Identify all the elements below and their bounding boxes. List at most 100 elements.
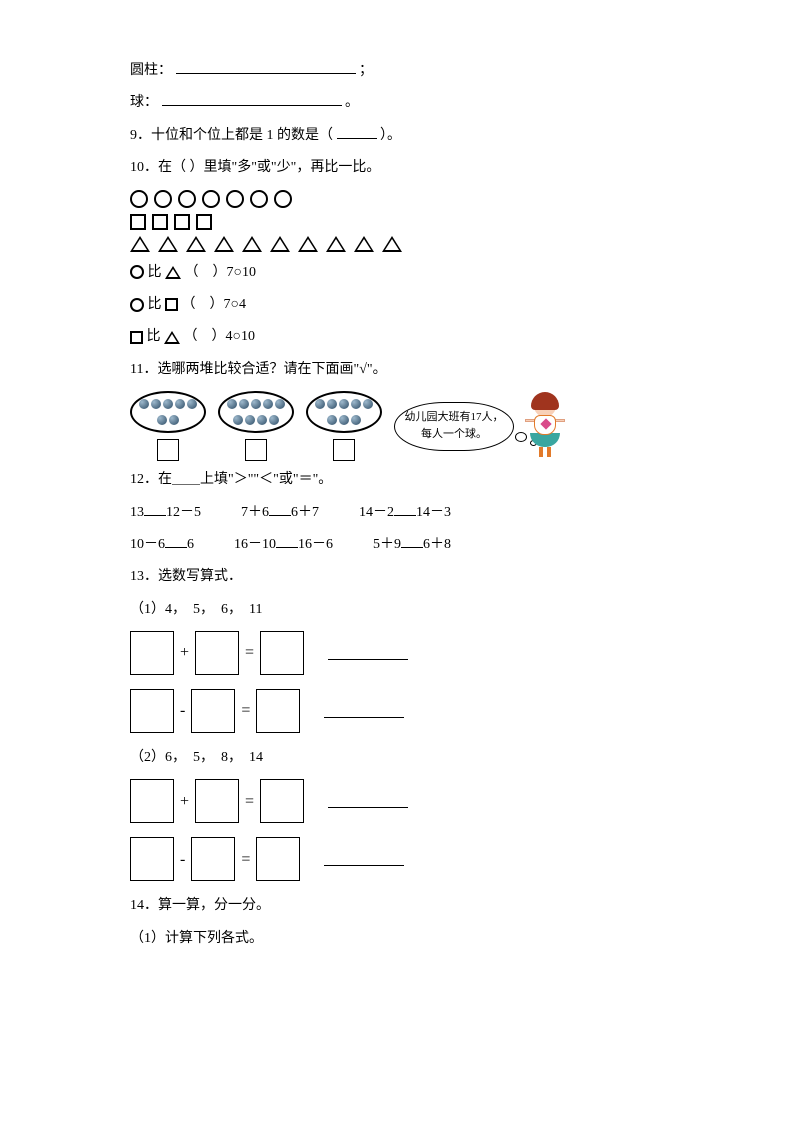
girl-hair bbox=[531, 392, 559, 410]
q13-1-minus: - = bbox=[130, 689, 664, 733]
q10-comp1: 比 （ ）7○10 bbox=[130, 262, 664, 284]
pile-2 bbox=[218, 391, 294, 461]
minus-icon: - bbox=[180, 847, 185, 873]
q12-r1-a2: 12－5 bbox=[166, 505, 201, 520]
q10-comp3: 比 （ ）4○10 bbox=[130, 326, 664, 348]
square-icon bbox=[174, 214, 190, 230]
triangle-icon bbox=[326, 236, 346, 252]
pile-1-checkbox[interactable] bbox=[157, 439, 179, 461]
q12-r2-a: 10－6 6 bbox=[130, 534, 194, 556]
q13-2-plus: + = bbox=[130, 779, 664, 823]
answer-line[interactable] bbox=[324, 852, 404, 866]
pile-1-oval bbox=[130, 391, 206, 433]
bubble-line2: 每人一个球。 bbox=[403, 426, 505, 444]
answer-box[interactable] bbox=[130, 689, 174, 733]
ball-icon bbox=[163, 399, 173, 409]
answer-line[interactable] bbox=[328, 794, 408, 808]
square-icon bbox=[130, 331, 143, 344]
answer-box[interactable] bbox=[260, 779, 304, 823]
bubble-line1: 幼儿园大班有17人， bbox=[403, 409, 505, 427]
q13-1-plus: + = bbox=[130, 631, 664, 675]
q12-row2: 10－66 16－1016－6 5＋96＋8 bbox=[130, 534, 664, 556]
answer-box[interactable] bbox=[130, 779, 174, 823]
ball-icon bbox=[269, 415, 279, 425]
comp3-b: （ ）4○10 bbox=[184, 329, 255, 344]
triangle-icon bbox=[382, 236, 402, 252]
girl-skirt bbox=[530, 433, 560, 447]
answer-line[interactable] bbox=[324, 704, 404, 718]
triangle-icon bbox=[354, 236, 374, 252]
pile-3-oval bbox=[306, 391, 382, 433]
minus-icon: - bbox=[180, 698, 185, 724]
answer-box[interactable] bbox=[191, 837, 235, 881]
q11-title: 11．选哪两堆比较合适？请在下面画"√"。 bbox=[130, 359, 664, 381]
q12-r2-a1: 10－6 bbox=[130, 537, 165, 552]
triangle-icon bbox=[214, 236, 234, 252]
q12-r1-c: 14－214－3 bbox=[359, 502, 451, 524]
answer-box[interactable] bbox=[191, 689, 235, 733]
plus-icon: + bbox=[180, 640, 189, 666]
cylinder-blank[interactable] bbox=[176, 60, 356, 74]
q11-container: 幼儿园大班有17人， 每人一个球。 bbox=[130, 391, 664, 461]
pile-2-checkbox[interactable] bbox=[245, 439, 267, 461]
ball-icon bbox=[151, 399, 161, 409]
bubble-wrap: 幼儿园大班有17人， 每人一个球。 bbox=[394, 402, 514, 451]
answer-box[interactable] bbox=[195, 779, 239, 823]
answer-box[interactable] bbox=[195, 631, 239, 675]
circle-icon bbox=[178, 190, 196, 208]
circle-icon bbox=[130, 298, 144, 312]
ball-icon bbox=[251, 399, 261, 409]
triangle-icon bbox=[158, 236, 178, 252]
heart-icon bbox=[540, 418, 551, 429]
q9-blank[interactable] bbox=[337, 125, 377, 139]
comp1-b: （ ）7○10 bbox=[185, 265, 256, 280]
answer-box[interactable] bbox=[130, 837, 174, 881]
q12-r1-b1: 7＋6 bbox=[241, 505, 269, 520]
girl-leg bbox=[547, 447, 551, 457]
q10-comp2: 比 （ ）7○4 bbox=[130, 294, 664, 316]
circle-icon bbox=[274, 190, 292, 208]
ball-icon bbox=[157, 415, 167, 425]
q13-set2: （2）6， 5， 8， 14 bbox=[130, 747, 664, 769]
q12-blank[interactable] bbox=[165, 534, 187, 548]
ball-icon bbox=[139, 399, 149, 409]
pile-1 bbox=[130, 391, 206, 461]
q12-r2-c: 5＋96＋8 bbox=[373, 534, 451, 556]
sphere-blank[interactable] bbox=[162, 92, 342, 106]
q12-r2-a2: 6 bbox=[187, 537, 194, 552]
q9-text-a: 9．十位和个位上都是 1 的数是（ bbox=[130, 128, 333, 143]
equals-icon: = bbox=[245, 789, 254, 815]
ball-icon bbox=[257, 415, 267, 425]
answer-box[interactable] bbox=[256, 689, 300, 733]
q12-r1-b: 7＋6 6＋7 bbox=[241, 502, 319, 524]
speech-bubble: 幼儿园大班有17人， 每人一个球。 bbox=[394, 402, 514, 451]
pile-3 bbox=[306, 391, 382, 461]
q12-r1-c1: 14－2 bbox=[359, 505, 394, 520]
answer-box[interactable] bbox=[260, 631, 304, 675]
ball-icon bbox=[263, 399, 273, 409]
pile-3-checkbox[interactable] bbox=[333, 439, 355, 461]
q12-r2-b1: 16－10 bbox=[234, 537, 276, 552]
q13-2-minus: - = bbox=[130, 837, 664, 881]
q12-blank[interactable] bbox=[276, 534, 298, 548]
q14-title: 14．算一算，分一分。 bbox=[130, 895, 664, 917]
triangle-icon bbox=[270, 236, 290, 252]
q12-blank[interactable] bbox=[144, 502, 166, 516]
circle-icon bbox=[130, 190, 148, 208]
ball-icon bbox=[327, 415, 337, 425]
answer-box[interactable] bbox=[256, 837, 300, 881]
q8-cylinder-line: 圆柱： ； bbox=[130, 60, 664, 82]
comp2-a: 比 bbox=[148, 297, 162, 312]
q12-r1-b2: 6＋7 bbox=[291, 505, 319, 520]
q12-blank[interactable] bbox=[269, 502, 291, 516]
answer-box[interactable] bbox=[130, 631, 174, 675]
q12-blank[interactable] bbox=[401, 534, 423, 548]
ball-icon bbox=[339, 415, 349, 425]
girl-legs bbox=[539, 447, 551, 457]
ball-icon bbox=[233, 415, 243, 425]
q12-r2-c1: 5＋9 bbox=[373, 537, 401, 552]
answer-line[interactable] bbox=[328, 646, 408, 660]
circle-icon bbox=[154, 190, 172, 208]
triangle-icon bbox=[164, 331, 180, 344]
q12-blank[interactable] bbox=[394, 502, 416, 516]
